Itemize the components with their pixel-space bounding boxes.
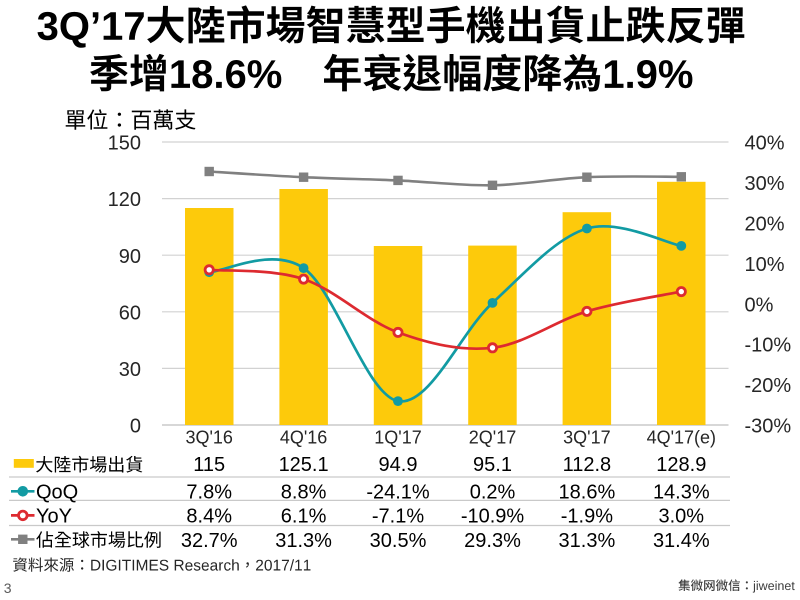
- svg-text:QoQ: QoQ: [36, 481, 78, 503]
- svg-text:30%: 30%: [745, 173, 785, 195]
- svg-text:4Q'17(e): 4Q'17(e): [647, 428, 716, 448]
- svg-text:-20%: -20%: [745, 375, 792, 397]
- svg-text:7.8%: 7.8%: [186, 481, 232, 503]
- svg-text:-30%: -30%: [745, 416, 792, 438]
- svg-text:0: 0: [130, 416, 141, 438]
- svg-text:128.9: 128.9: [656, 454, 706, 476]
- svg-text:60: 60: [119, 302, 141, 324]
- svg-text:115: 115: [193, 454, 225, 476]
- svg-text:120: 120: [108, 189, 141, 211]
- svg-text:31.3%: 31.3%: [275, 530, 332, 552]
- svg-text:3Q'17: 3Q'17: [563, 428, 610, 448]
- svg-text:31.3%: 31.3%: [559, 530, 616, 552]
- svg-text:31.4%: 31.4%: [653, 530, 710, 552]
- svg-text:18.6%: 18.6%: [559, 481, 616, 503]
- svg-text:8.8%: 8.8%: [281, 481, 327, 503]
- svg-text:20%: 20%: [745, 214, 785, 236]
- svg-text:14.3%: 14.3%: [653, 481, 710, 503]
- svg-text:6.1%: 6.1%: [281, 505, 327, 527]
- svg-text:2Q'17: 2Q'17: [469, 428, 516, 448]
- svg-text:8.4%: 8.4%: [186, 505, 232, 527]
- svg-text:-7.1%: -7.1%: [372, 505, 424, 527]
- svg-text:90: 90: [119, 246, 141, 268]
- svg-text:-24.1%: -24.1%: [366, 481, 430, 503]
- svg-text:3.0%: 3.0%: [659, 505, 705, 527]
- svg-text:112.8: 112.8: [563, 454, 612, 476]
- svg-text:94.9: 94.9: [379, 454, 418, 476]
- svg-text:30.5%: 30.5%: [370, 530, 427, 552]
- svg-text:40%: 40%: [745, 133, 785, 155]
- svg-text:0.2%: 0.2%: [470, 481, 516, 503]
- svg-text:3: 3: [4, 580, 12, 596]
- svg-text:95.1: 95.1: [473, 454, 512, 476]
- svg-text:3Q'16: 3Q'16: [185, 428, 232, 448]
- svg-text:-10.9%: -10.9%: [461, 505, 525, 527]
- svg-text:10%: 10%: [745, 254, 785, 276]
- svg-text:4Q'16: 4Q'16: [280, 428, 327, 448]
- svg-text:29.3%: 29.3%: [464, 530, 521, 552]
- svg-text:1Q'17: 1Q'17: [374, 428, 421, 448]
- svg-text:150: 150: [108, 133, 141, 155]
- svg-text:125.1: 125.1: [279, 454, 329, 476]
- svg-text:YoY: YoY: [36, 505, 72, 527]
- svg-text:0%: 0%: [745, 294, 774, 316]
- svg-text:30: 30: [119, 359, 141, 381]
- svg-text:-1.9%: -1.9%: [561, 505, 613, 527]
- svg-text:-10%: -10%: [745, 335, 792, 357]
- svg-text:32.7%: 32.7%: [181, 530, 238, 552]
